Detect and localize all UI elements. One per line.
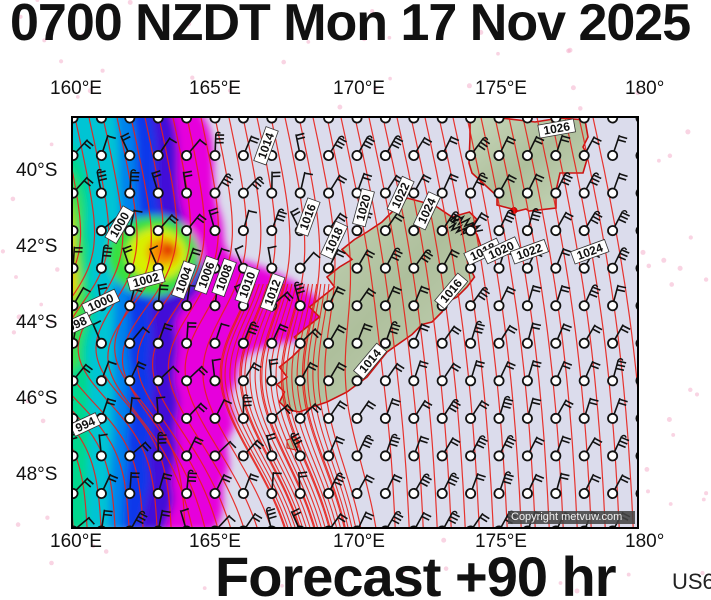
svg-text:1016: 1016 [297,202,319,232]
svg-text:1022: 1022 [514,240,544,262]
